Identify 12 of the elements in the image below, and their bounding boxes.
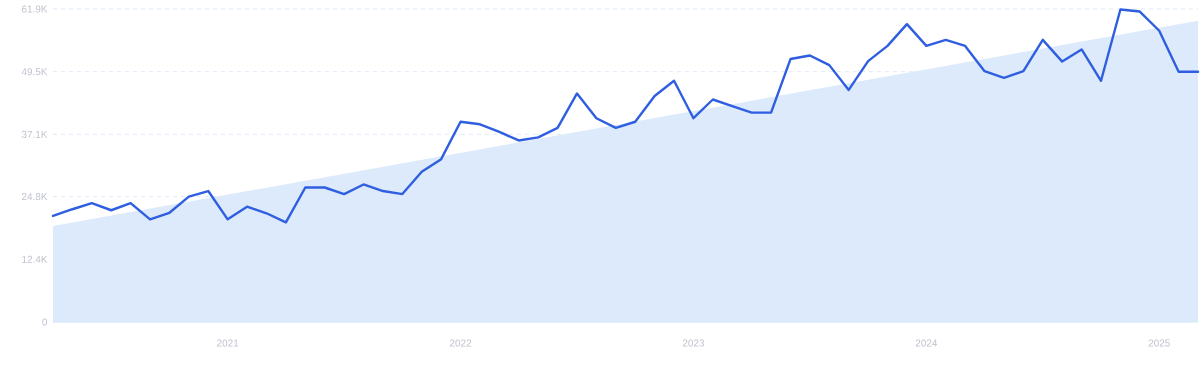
y-tick-label: 37.1K (21, 130, 48, 138)
x-tick-label: 2024 (915, 339, 938, 347)
y-tick-label: 0 (42, 318, 48, 326)
y-tick-label: 49.5K (21, 68, 48, 76)
y-tick-label: 24.8K (21, 193, 48, 201)
x-tick-label: 2025 (1148, 339, 1170, 347)
x-tick-label: 2021 (217, 339, 239, 347)
line-series (51, 8, 1200, 224)
x-tick-label: 2023 (682, 339, 705, 347)
x-tick-label: 2022 (449, 339, 472, 347)
y-tick-label: 61.9K (21, 5, 48, 13)
y-tick-label: 12.4K (22, 255, 48, 263)
